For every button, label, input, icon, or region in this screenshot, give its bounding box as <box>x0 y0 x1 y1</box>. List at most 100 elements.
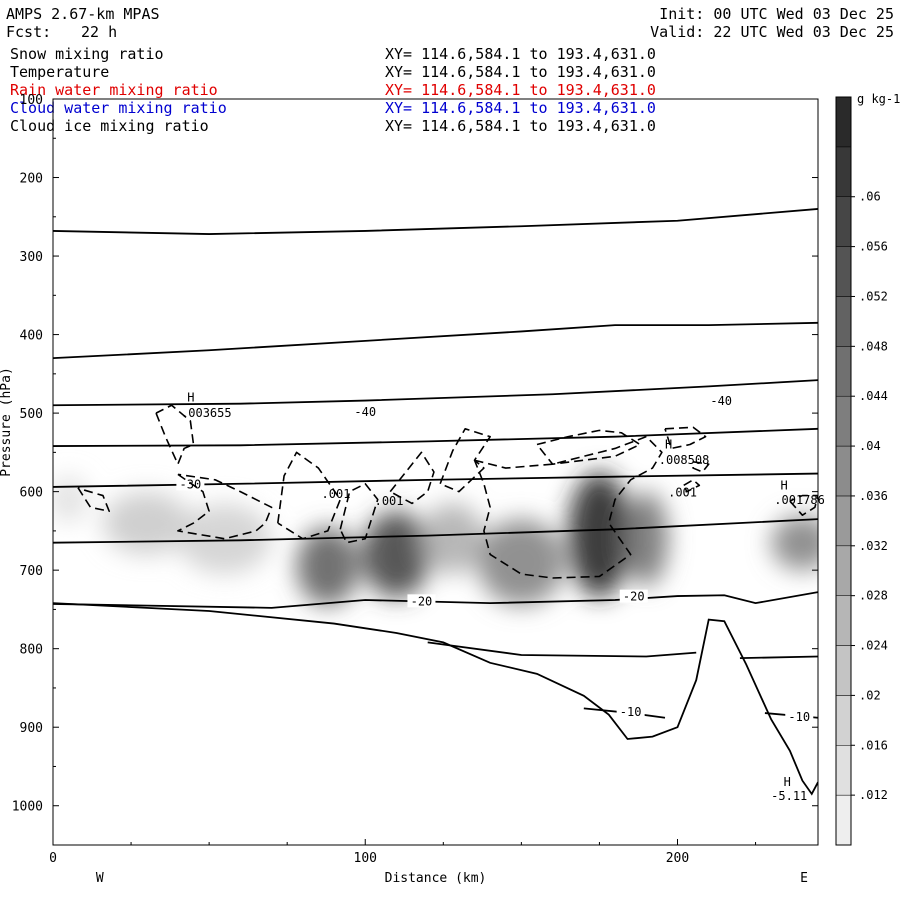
cloud-ice-contour <box>389 451 435 505</box>
isotherm-label-bg <box>616 705 645 719</box>
colorbar-tick-label: .016 <box>859 738 888 752</box>
y-tick-label: 900 <box>20 721 43 736</box>
cloud-ice-contour <box>683 479 701 493</box>
east-label: E <box>800 871 808 886</box>
field-name: Cloud ice mixing ratio <box>10 117 209 135</box>
colorbar-segment <box>835 794 852 846</box>
snow-blob <box>421 503 484 575</box>
colorbar-tick-label: .02 <box>859 688 881 702</box>
field-name: Snow mixing ratio <box>10 45 164 63</box>
cloud-ice-contour <box>789 494 818 516</box>
contour-annotation: .001 <box>322 487 351 501</box>
colorbar-segment <box>835 346 852 397</box>
x-axis-label: Distance (km) <box>385 871 487 886</box>
snow-blob <box>362 511 431 598</box>
colorbar-frame <box>835 96 852 846</box>
field-xy-range: XY= 114.6,584.1 to 193.4,631.0 <box>385 99 656 117</box>
snow-blob <box>53 475 88 524</box>
isotherm-label: -40 <box>354 405 376 419</box>
cloud-ice-contour <box>155 404 195 465</box>
cloud-ice-contour <box>536 429 641 465</box>
field-name: Temperature <box>10 63 110 81</box>
contour-annotation: H <box>187 390 194 404</box>
valid-time: Valid: 22 UTC Wed 03 Dec 25 <box>650 23 894 41</box>
y-tick-label: 200 <box>20 172 43 187</box>
isotherm-line <box>53 472 818 488</box>
isotherm-line <box>53 591 818 609</box>
snow-blob <box>568 472 631 598</box>
contour-annotation: .001786 <box>774 493 825 507</box>
isotherm-label-bg <box>407 594 436 608</box>
snow-blob <box>771 515 818 571</box>
colorbar-segment <box>835 645 852 696</box>
y-axis-label: Pressure (hPa) <box>0 367 14 477</box>
snow-blob <box>102 491 191 555</box>
colorbar-segment <box>835 96 852 148</box>
forecast-label: Fcst: <box>6 23 52 41</box>
colorbar-segment <box>835 395 852 447</box>
contour-annotation: .001 <box>668 485 697 499</box>
colorbar-tick-label: .048 <box>859 339 888 353</box>
contour-annotation: .008508 <box>659 453 710 467</box>
snow-blob <box>177 503 272 575</box>
contour-annotation: H <box>781 478 788 492</box>
model-title: AMPS 2.67-km MPAS <box>6 5 160 23</box>
isotherm-line <box>739 655 818 660</box>
isotherm-label: -20 <box>411 594 433 608</box>
colorbar-tick-label: .06 <box>859 190 881 204</box>
isotherm-line <box>53 427 818 447</box>
isotherm-label-bg <box>619 589 648 603</box>
x-tick-label: 200 <box>666 851 689 866</box>
y-tick-label: 700 <box>20 564 43 579</box>
colorbar-segment <box>835 495 852 547</box>
colorbar-segment <box>835 545 852 596</box>
colorbar-segment <box>835 445 852 497</box>
y-tick-label: 300 <box>20 250 43 265</box>
isotherm-line <box>53 379 818 407</box>
forecast-hour: 22 h <box>81 23 118 41</box>
isotherm-label: -10 <box>620 705 642 719</box>
y-tick-label: 600 <box>20 486 43 501</box>
isotherm-label: -30 <box>180 477 202 491</box>
terrain-mask <box>53 603 818 845</box>
colorbar-segment <box>835 146 852 197</box>
isotherm-label: -40 <box>710 394 732 408</box>
field-xy-range: XY= 114.6,584.1 to 193.4,631.0 <box>385 117 656 135</box>
contour-annotation: -5.11 <box>771 789 807 803</box>
cloud-ice-contour <box>439 428 491 493</box>
contour-annotation: H <box>665 437 672 451</box>
colorbar-segment <box>835 695 852 746</box>
colorbar-segment <box>835 745 852 796</box>
field-name: Rain water mixing ratio <box>10 81 218 99</box>
field-xy-range: XY= 114.6,584.1 to 193.4,631.0 <box>385 81 656 99</box>
field-xy-range: XY= 114.6,584.1 to 193.4,631.0 <box>385 63 656 81</box>
snow-blob <box>477 519 566 606</box>
cloud-ice-contour <box>277 451 342 540</box>
isotherm-label: -20 <box>623 590 645 604</box>
colorbar-units: g kg-1 <box>857 92 900 106</box>
isotherm-line <box>53 321 818 360</box>
isotherm-label: -10 <box>788 710 810 724</box>
colorbar-tick-label: .036 <box>859 489 888 503</box>
colorbar-tick-label: .028 <box>859 589 888 603</box>
isotherm-label-bg <box>785 709 814 723</box>
contour-annotation: .001 <box>375 494 404 508</box>
west-label: W <box>96 871 104 886</box>
isotherm-line <box>427 641 697 658</box>
snow-blob <box>296 526 359 606</box>
snow-blob <box>624 491 669 586</box>
contour-annotation: .003655 <box>181 406 232 420</box>
colorbar-tick-label: .012 <box>859 788 888 802</box>
isotherm-label-bg <box>707 394 736 408</box>
colorbar-tick-label: .04 <box>859 439 881 453</box>
snow-field <box>53 472 818 606</box>
cloud-ice-contour <box>177 473 273 540</box>
colorbar-tick-label: .056 <box>859 240 888 254</box>
plot-frame <box>52 98 819 846</box>
x-tick-label: 100 <box>354 851 377 866</box>
colorbar-tick-label: .024 <box>859 639 888 653</box>
isotherm-line <box>53 208 818 235</box>
colorbar-tick-label: .032 <box>859 539 888 553</box>
cloud-ice-contour <box>339 482 379 544</box>
